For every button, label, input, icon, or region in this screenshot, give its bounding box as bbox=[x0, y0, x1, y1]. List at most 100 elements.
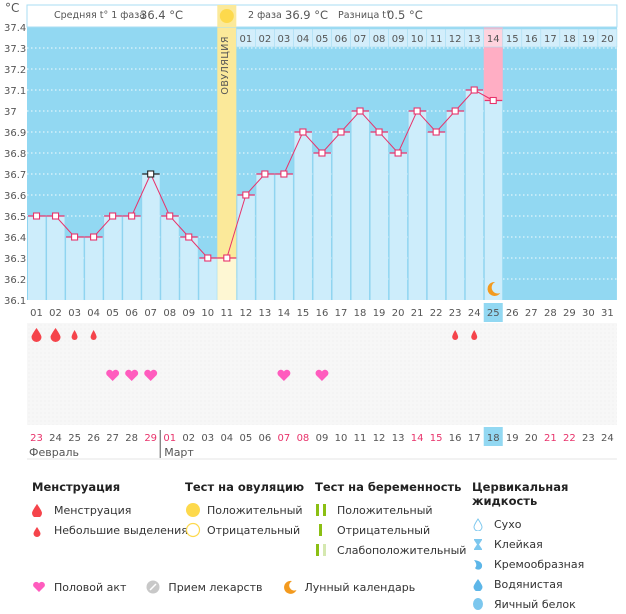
y-tick-label: 36.1 bbox=[4, 296, 26, 307]
heart-icon[interactable] bbox=[277, 369, 291, 381]
temp-bar bbox=[236, 195, 255, 300]
calendar-date-label: 09 bbox=[316, 433, 329, 444]
temp-bar bbox=[103, 216, 122, 300]
temperature-point[interactable] bbox=[109, 212, 117, 220]
faint-stripes-icon bbox=[315, 544, 337, 556]
cycle-day-label: 11 bbox=[220, 308, 233, 319]
post-ovulation-day-label: 12 bbox=[449, 34, 462, 45]
calendar-date-label: 28 bbox=[125, 433, 138, 444]
post-ovulation-day-label: 14 bbox=[487, 34, 500, 45]
temp-bar bbox=[331, 132, 351, 300]
y-tick-label: 36.8 bbox=[4, 149, 26, 160]
heart-icon[interactable] bbox=[315, 369, 329, 381]
heart-icon[interactable] bbox=[125, 369, 139, 381]
post-ovulation-day-label: 18 bbox=[563, 34, 576, 45]
post-ovulation-day-label: 04 bbox=[297, 34, 310, 45]
temperature-point[interactable] bbox=[147, 170, 155, 178]
month-label: Март bbox=[164, 446, 194, 459]
temperature-point[interactable] bbox=[204, 254, 212, 262]
legend-item: Прием лекарств bbox=[146, 580, 263, 594]
spotting-drop-icon[interactable] bbox=[471, 330, 478, 340]
post-ovulation-day-label: 19 bbox=[582, 34, 595, 45]
temperature-point[interactable] bbox=[413, 107, 421, 115]
temperature-point[interactable] bbox=[451, 107, 459, 115]
post-ovulation-day-label: 17 bbox=[544, 34, 557, 45]
legend-item: Клейкая bbox=[472, 534, 626, 554]
post-ovulation-day-label: 09 bbox=[392, 34, 405, 45]
spotting-drop-icon[interactable] bbox=[90, 330, 97, 340]
temp-bar bbox=[255, 174, 274, 300]
temp-bar bbox=[46, 216, 65, 300]
temp-bar bbox=[351, 111, 370, 300]
calendar-date-label: 26 bbox=[87, 433, 100, 444]
cycle-day-label: 24 bbox=[468, 308, 481, 319]
temperature-point[interactable] bbox=[32, 212, 41, 220]
y-tick-label: 36.5 bbox=[4, 212, 26, 223]
ovulation-bar bbox=[217, 258, 237, 300]
temperature-point[interactable] bbox=[394, 149, 402, 157]
post-ovulation-day-label: 20 bbox=[601, 34, 614, 45]
menstruation-drop-icon[interactable] bbox=[31, 328, 42, 342]
temperature-point[interactable] bbox=[71, 233, 79, 241]
temperature-point[interactable] bbox=[375, 128, 383, 136]
temperature-point[interactable] bbox=[261, 170, 269, 178]
temperature-point[interactable] bbox=[166, 212, 174, 220]
sticky-icon bbox=[472, 538, 494, 551]
temp-bar bbox=[141, 174, 160, 300]
cycle-day-label: 15 bbox=[297, 308, 310, 319]
cycle-day-label: 09 bbox=[182, 308, 195, 319]
temperature-point[interactable] bbox=[470, 86, 478, 94]
temperature-point[interactable] bbox=[489, 96, 497, 105]
cycle-day-label: 23 bbox=[449, 308, 462, 319]
post-ovulation-day-label: 10 bbox=[411, 34, 424, 45]
temperature-point[interactable] bbox=[90, 233, 98, 241]
heart-icon bbox=[32, 581, 46, 593]
temperature-point[interactable] bbox=[223, 254, 231, 262]
y-tick-label: 36.2 bbox=[4, 275, 26, 286]
calendar-date-label: 12 bbox=[373, 433, 386, 444]
temp-bar bbox=[484, 100, 503, 300]
temperature-point[interactable] bbox=[356, 107, 364, 115]
temperature-point[interactable] bbox=[128, 212, 136, 220]
calendar-date-label: 20 bbox=[525, 433, 538, 444]
temperature-point[interactable] bbox=[299, 128, 307, 136]
legend-item: Слабоположительный bbox=[315, 540, 466, 560]
legend-title: Тест на беременность bbox=[315, 480, 462, 494]
post-ovulation-day-label: 03 bbox=[278, 34, 291, 45]
one-stripe-icon bbox=[315, 524, 337, 536]
legend-item: Половой акт bbox=[32, 581, 126, 594]
menstruation-drop-icon[interactable] bbox=[50, 328, 61, 342]
temperature-point[interactable] bbox=[318, 149, 326, 157]
calendar-date-label: 01 bbox=[163, 433, 176, 444]
temperature-point[interactable] bbox=[185, 233, 193, 241]
post-ovulation-day-label: 07 bbox=[354, 34, 367, 45]
temperature-point[interactable] bbox=[280, 170, 288, 178]
y-tick-label: 37 bbox=[4, 107, 17, 118]
spotting-drop-icon[interactable] bbox=[71, 330, 78, 340]
temperature-point[interactable] bbox=[51, 212, 60, 220]
calendar-date-label: 04 bbox=[220, 433, 233, 444]
calendar-date-label: 07 bbox=[278, 433, 291, 444]
legend-item: Небольшие выделения bbox=[32, 520, 188, 540]
heart-icon[interactable] bbox=[144, 369, 158, 381]
heart-icon[interactable] bbox=[106, 369, 120, 381]
calendar-date-label: 17 bbox=[468, 433, 481, 444]
post-ovulation-day-label: 01 bbox=[239, 34, 252, 45]
header-bar bbox=[26, 4, 618, 28]
calendar-date-label: 23 bbox=[30, 433, 43, 444]
calendar-date-label: 24 bbox=[49, 433, 62, 444]
temp-bar bbox=[65, 237, 84, 300]
calendar-date-label: 16 bbox=[449, 433, 462, 444]
y-tick-label: 36.3 bbox=[4, 254, 26, 265]
cycle-day-label: 02 bbox=[49, 308, 62, 319]
temp-bar bbox=[370, 132, 389, 300]
dry-drop-icon bbox=[472, 517, 494, 531]
y-tick-label: 37.4 bbox=[4, 23, 26, 34]
temperature-point[interactable] bbox=[432, 128, 440, 136]
y-tick-label: 36.9 bbox=[4, 128, 26, 139]
cycle-day-label: 03 bbox=[68, 308, 81, 319]
spotting-drop-icon[interactable] bbox=[452, 330, 459, 340]
temperature-point[interactable] bbox=[242, 191, 250, 199]
temperature-point[interactable] bbox=[337, 128, 345, 136]
legend-item: Кремообразная bbox=[472, 554, 626, 574]
